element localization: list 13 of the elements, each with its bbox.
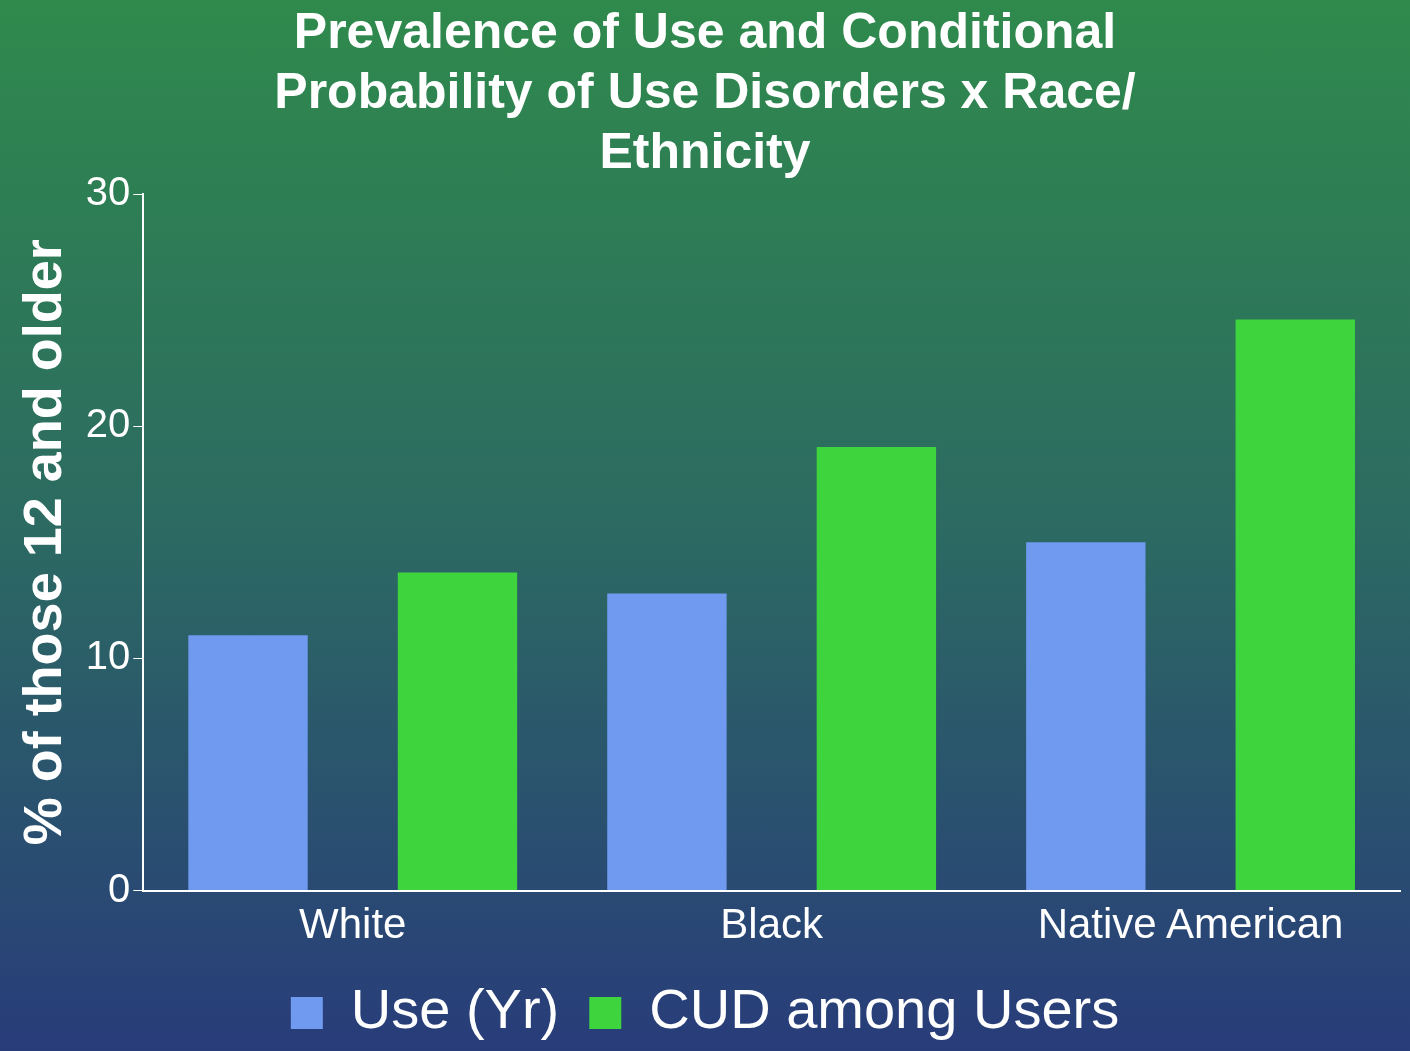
legend-label: Use (Yr) (350, 977, 560, 1041)
y-axis-title: % of those 12 and older (12, 239, 73, 846)
y-tick-label: 30 (85, 169, 131, 214)
text: Ethnicity (599, 122, 811, 179)
x-tick-label: Native American (1037, 900, 1344, 948)
y-tick-label: 0 (108, 865, 131, 910)
x-tick-label: White (299, 900, 407, 948)
text: Probability of Use Disorders x Race/ (274, 62, 1136, 119)
y-tick-label: 20 (85, 401, 131, 446)
x-tick-label: Black (720, 900, 824, 948)
y-tick-label: 10 (85, 633, 131, 678)
legend-label: CUD among Users (649, 977, 1120, 1041)
text: Prevalence of Use and Conditional (293, 2, 1117, 59)
